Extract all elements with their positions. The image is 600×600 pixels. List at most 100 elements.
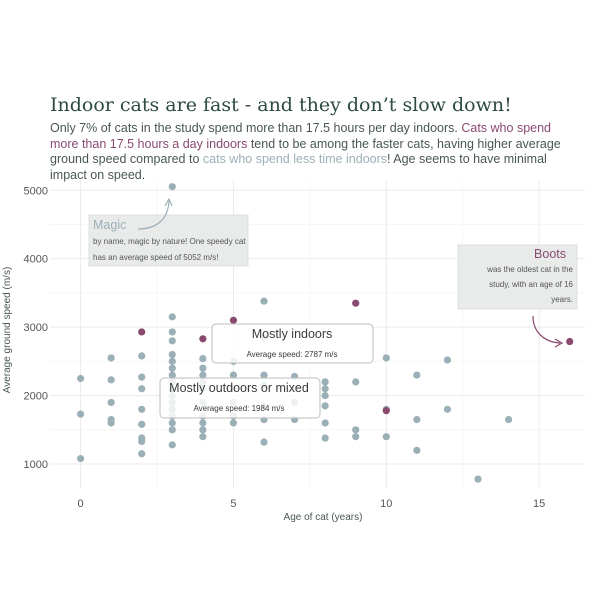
annotation-line: was the oldest cat in the	[486, 265, 573, 274]
subtitle-part1: Only 7% of cats in the study spend more …	[50, 121, 462, 135]
outdoor-point	[107, 354, 115, 362]
outdoor-point	[413, 446, 421, 454]
indoor-point	[382, 407, 390, 415]
annotation-boots-title: Boots	[534, 247, 566, 261]
annotation-mostly-indoors-title: Mostly indoors	[252, 327, 333, 341]
outdoor-point	[413, 415, 421, 424]
outdoor-point	[352, 426, 360, 434]
outdoor-point	[260, 371, 268, 379]
annotation-boots-arrowhead	[554, 338, 564, 348]
annotation-line: study, with an age of 16	[489, 280, 573, 289]
annotation-magic-arrowhead	[164, 197, 173, 207]
outdoor-point	[199, 419, 207, 427]
outdoor-point	[107, 398, 115, 407]
outdoor-point	[138, 405, 146, 413]
indoor-point	[138, 328, 146, 336]
outdoor-point	[168, 357, 176, 365]
subtitle-part3: ! Age seems to have minimal impact on sp…	[50, 152, 547, 182]
annotation-magic: Magic by name, magic by nature! One spee…	[88, 197, 249, 267]
y-tick-label: 4000	[24, 254, 48, 266]
annotation-magic-body: by name, magic by nature! One speedy cat…	[93, 237, 246, 262]
y-tick-label: 3000	[24, 322, 48, 334]
outdoor-point	[168, 183, 176, 191]
outdoor-point	[382, 354, 390, 362]
annotation-mostly-outdoors: Mostly outdoors or mixed Average speed: …	[159, 377, 321, 419]
outdoor-point	[199, 371, 207, 379]
indoor-point	[566, 337, 574, 346]
outdoor-point	[260, 438, 268, 446]
outdoor-point	[168, 328, 176, 336]
outdoor-point	[107, 419, 115, 427]
annotation-mostly-outdoors-body: Average speed: 1984 m/s	[193, 404, 284, 413]
x-tick-label: 5	[230, 498, 236, 510]
annotation-boots-box	[457, 244, 578, 310]
outdoor-point	[382, 433, 390, 441]
outdoor-point	[76, 374, 85, 383]
outdoor-point	[107, 376, 115, 384]
annotation-mostly-outdoors-title: Mostly outdoors or mixed	[169, 381, 309, 395]
outdoor-point	[260, 297, 268, 305]
outdoor-point	[168, 426, 176, 434]
outdoor-point	[168, 313, 176, 321]
outdoor-point	[443, 356, 452, 364]
annotation-line: has an average speed of 5052 m/s!	[93, 253, 218, 262]
outdoor-point	[321, 392, 329, 400]
outdoor-point	[138, 373, 146, 381]
outdoor-point	[321, 385, 329, 393]
outdoor-point	[138, 450, 146, 458]
outdoor-point	[321, 419, 329, 427]
annotation-boots-body: was the oldest cat in the study, with an …	[486, 265, 573, 304]
annotation-line: years.	[551, 295, 573, 304]
subtitle-indoor-phrase: Cats who spend more than 17.5 hours a da…	[50, 121, 551, 151]
annotation-mostly-indoors: Mostly indoors Average speed: 2787 m/s	[211, 323, 374, 364]
annotation-magic-box	[88, 214, 249, 267]
outdoor-point	[199, 355, 207, 363]
outdoor-point	[443, 405, 452, 413]
annotation-mostly-indoors-box	[211, 323, 374, 364]
y-axis-label: Average ground speed (m/s)	[2, 267, 13, 394]
outdoor-point	[76, 454, 85, 463]
outdoor-point	[413, 371, 421, 379]
outdoor-point	[321, 402, 329, 410]
chart-title: Indoor cats are fast - and they don’t sl…	[50, 94, 512, 116]
indoor-point	[199, 335, 207, 343]
outdoor-point	[138, 352, 146, 360]
outdoor-point	[229, 371, 238, 379]
annotation-magic-arrow	[137, 200, 170, 230]
y-tick-label: 1000	[24, 459, 48, 471]
outdoor-point	[229, 419, 238, 427]
x-axis-label: Age of cat (years)	[284, 512, 363, 523]
annotation-mostly-indoors-body: Average speed: 2787 m/s	[246, 350, 337, 359]
outdoor-point	[76, 410, 85, 418]
subtitle-part2: tend to be among the faster cats, having…	[50, 136, 561, 167]
y-tick-label: 5000	[24, 185, 48, 197]
indoor-point	[229, 316, 238, 324]
annotation-line: by name, magic by nature! One speedy cat	[93, 237, 246, 246]
outdoor-point	[138, 437, 146, 446]
outdoor-point	[321, 434, 329, 442]
annotation-boots: Boots was the oldest cat in the study, wi…	[457, 244, 578, 348]
outdoor-point	[168, 371, 176, 379]
outdoor-point	[168, 337, 176, 345]
outdoor-point	[168, 364, 176, 372]
outdoor-point	[321, 378, 329, 386]
x-tick-label: 15	[533, 498, 545, 510]
outdoor-point	[168, 441, 176, 449]
outdoor-point	[474, 475, 482, 483]
annotation-boots-arrow	[532, 315, 561, 344]
outdoor-point	[168, 350, 176, 359]
outdoor-point	[168, 419, 176, 427]
outdoor-point	[352, 433, 360, 441]
indoor-point	[352, 299, 360, 307]
outdoor-point	[199, 364, 207, 372]
outdoor-point	[199, 426, 207, 434]
outdoor-point	[199, 433, 207, 441]
outdoor-point	[352, 378, 360, 386]
x-tick-label: 10	[380, 498, 392, 510]
outdoor-point	[504, 415, 513, 424]
y-tick-label: 2000	[24, 391, 48, 403]
chart-subtitle: Only 7% of cats in the study spend more …	[50, 121, 570, 183]
subtitle-outdoor-phrase: cats who spend less time indoors	[202, 152, 388, 167]
annotation-mostly-outdoors-box	[159, 377, 321, 419]
